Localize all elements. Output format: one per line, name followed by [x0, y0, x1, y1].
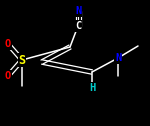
Text: N: N — [75, 6, 81, 16]
Text: O: O — [5, 39, 11, 49]
Text: N: N — [115, 53, 121, 63]
Text: O: O — [5, 71, 11, 81]
Text: C: C — [75, 21, 81, 31]
Text: H: H — [89, 83, 95, 93]
Text: S: S — [18, 54, 26, 67]
